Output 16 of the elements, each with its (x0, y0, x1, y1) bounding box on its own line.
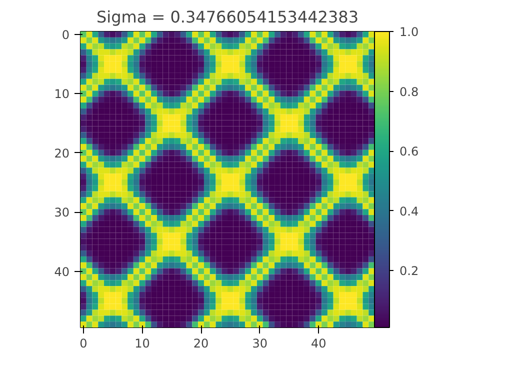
y-tick-label: 10 (54, 87, 70, 102)
x-tick-label: 0 (80, 336, 88, 350)
x-tick-label: 20 (193, 336, 209, 350)
y-tick-label: 20 (54, 146, 70, 160)
y-tick-label: 30 (54, 206, 70, 220)
color-bar-label: 0.2 (400, 264, 419, 278)
x-tick-label: 30 (252, 336, 268, 350)
color-bar-label: 1.0 (400, 25, 419, 39)
color-bar-label: 0.8 (400, 84, 419, 99)
y-tick-label: 40 (54, 264, 70, 279)
y-tick-label: 0 (62, 28, 70, 42)
x-tick-label: 10 (134, 336, 150, 350)
chart-title: Sigma = 0.34766054153442383 (96, 8, 359, 26)
color-bar-label: 0.6 (400, 144, 419, 159)
x-tick-label: 40 (311, 336, 326, 350)
color-bar-label: 0.4 (400, 204, 419, 218)
